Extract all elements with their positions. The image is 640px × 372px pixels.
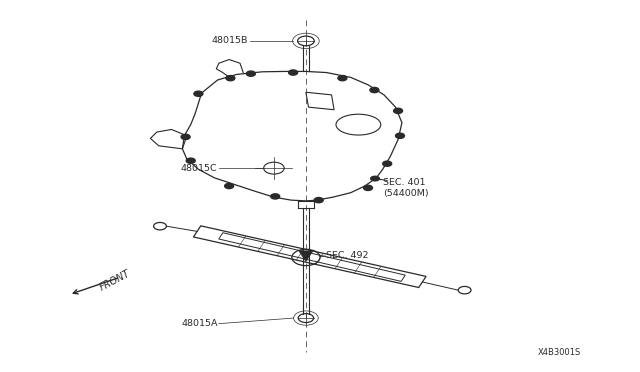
Text: SEC. 401
(54400M): SEC. 401 (54400M) <box>383 178 428 198</box>
Circle shape <box>394 108 403 113</box>
Circle shape <box>225 183 234 189</box>
Circle shape <box>194 91 203 96</box>
Circle shape <box>370 87 379 93</box>
Circle shape <box>338 76 347 81</box>
Circle shape <box>314 198 323 203</box>
Circle shape <box>289 70 298 75</box>
Circle shape <box>246 71 255 76</box>
Text: 48015C: 48015C <box>181 164 218 173</box>
Text: X4B3001S: X4B3001S <box>538 348 581 357</box>
Circle shape <box>370 176 380 182</box>
Circle shape <box>364 185 372 190</box>
Circle shape <box>226 76 235 81</box>
Text: 48015A: 48015A <box>181 319 218 328</box>
Text: 48015B: 48015B <box>212 36 248 45</box>
Circle shape <box>383 161 392 166</box>
Text: FRONT: FRONT <box>98 268 132 292</box>
Circle shape <box>186 158 195 163</box>
Circle shape <box>271 194 280 199</box>
Polygon shape <box>299 251 313 262</box>
Circle shape <box>396 133 404 138</box>
Text: SEC. 492: SEC. 492 <box>326 251 369 260</box>
Circle shape <box>181 134 190 140</box>
